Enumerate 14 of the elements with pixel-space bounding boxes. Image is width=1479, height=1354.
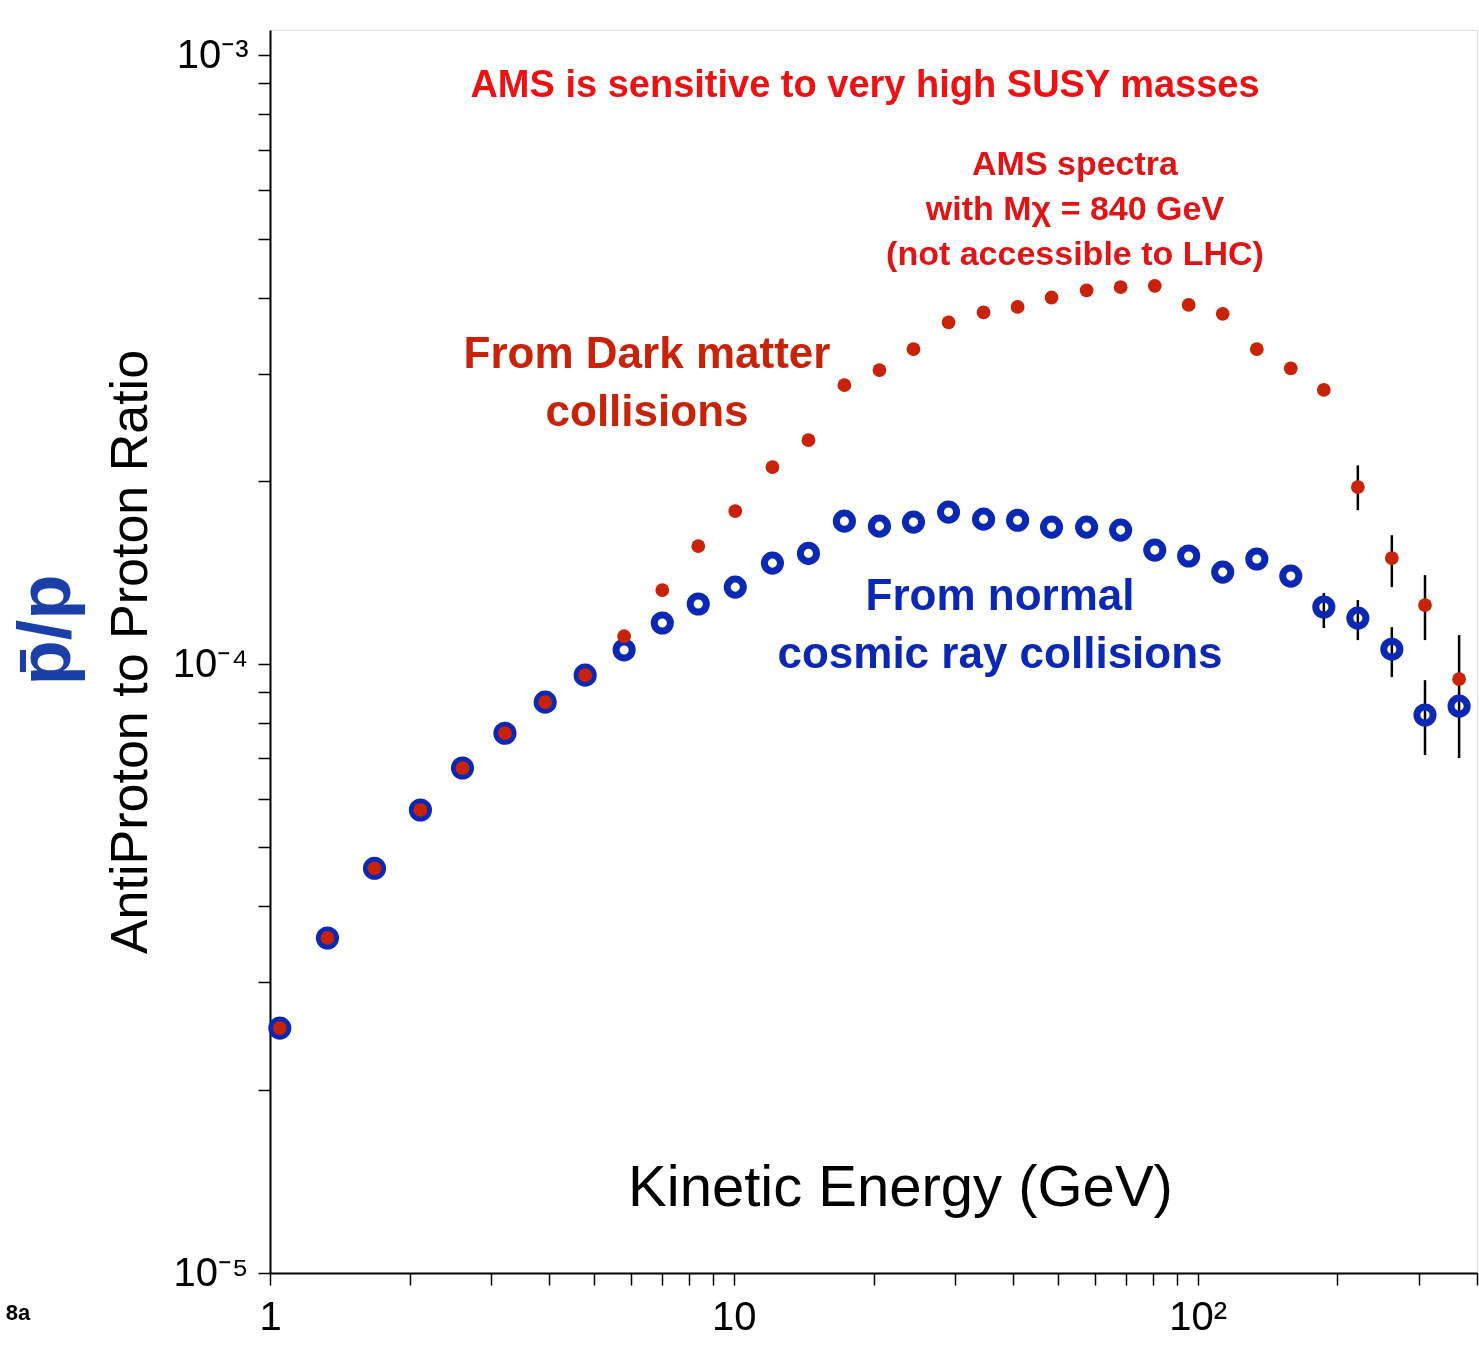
- y-tick-label: 10⁻⁴: [172, 640, 249, 685]
- x-axis-title: Kinetic Energy (GeV): [628, 1152, 1173, 1218]
- series-label: From Dark matter collisions: [463, 328, 831, 435]
- annotation: AMS is sensitive to very high SUSY masses: [470, 63, 1260, 105]
- text: p̄/p: [3, 574, 86, 686]
- annotation: AMS spectra with Mχ = 840 GeV (not accessible to LHC): [886, 144, 1264, 272]
- x-tick-label: 1: [259, 1293, 282, 1338]
- y-tick-label: 10⁻³: [176, 31, 249, 76]
- y-axis-title: AntiProton to Proton Ratio: [99, 349, 158, 955]
- series-label: From normal cosmic ray collisions: [777, 570, 1223, 677]
- y-tick-label: 10⁻⁵: [173, 1249, 249, 1294]
- x-tick-label: 10²: [1169, 1293, 1228, 1338]
- text: 8a: [5, 1300, 31, 1325]
- x-tick-label: 10: [712, 1293, 757, 1338]
